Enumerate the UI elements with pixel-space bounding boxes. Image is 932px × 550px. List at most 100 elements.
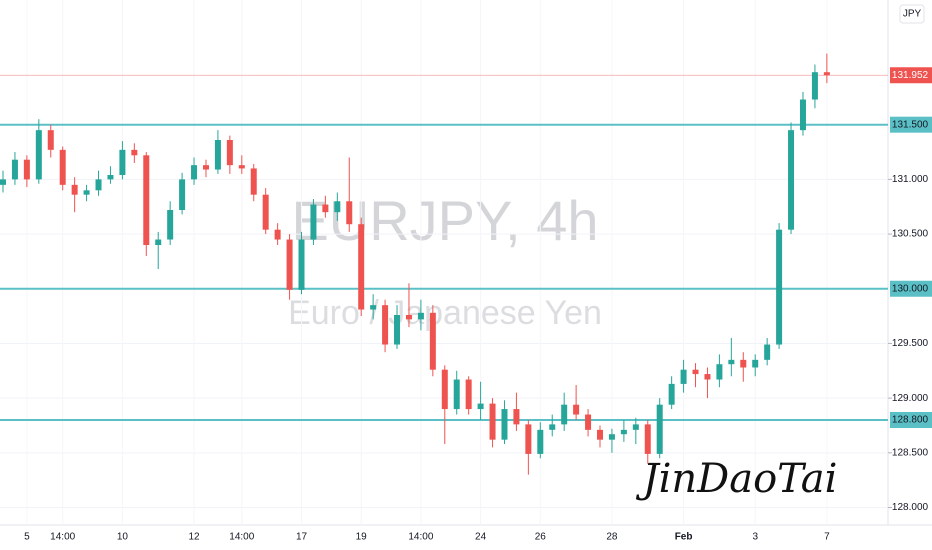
candle-body [286,239,293,290]
candle-body [549,424,556,430]
candle-body [573,404,580,415]
last-price-tag [890,67,932,84]
candle-body [597,429,603,440]
x-tick-label: 24 [475,532,487,543]
candle-body [799,99,806,131]
level-label: 130.000 [892,283,929,294]
candle-body [262,194,269,230]
candle-body [632,424,639,430]
level-tag [890,412,932,428]
candle-body [47,130,54,150]
x-tick-label: 28 [606,532,618,543]
x-tick-label: 26 [535,532,547,543]
candle-body [119,149,126,175]
x-tick-label: 17 [296,532,308,543]
y-tick-label: 129.000 [892,393,929,404]
candle-body [71,184,78,195]
candle-body [620,429,627,435]
candle-body [704,374,711,380]
level-label: 131.500 [892,119,929,130]
candle-body [417,312,424,320]
candle-body [226,140,233,166]
watermark-subtitle: Euro / Japanese Yen [288,294,602,332]
candle-body [477,403,484,410]
level-label: 128.800 [892,415,929,426]
candle-body [214,140,221,170]
candle-body [23,159,30,180]
candle-body [501,409,508,440]
candle-body [143,155,150,245]
candle-body [334,201,341,213]
candle-body [608,434,615,440]
candle-body [35,130,42,180]
candle-body [692,369,699,375]
candle-body [680,369,687,384]
x-tick-label: 14:00 [229,532,254,543]
x-tick-label: 7 [824,532,830,543]
candle-body [167,210,174,240]
candle-body [823,72,830,76]
candle-body [525,424,532,454]
signature: JinDaoTai [636,456,838,502]
x-tick-label: Feb [675,532,693,543]
last-price-label: 131.952 [892,70,929,81]
candle-body [453,379,460,410]
y-tick-label: 131.000 [892,174,929,185]
candle-body [83,190,90,195]
candle-body [382,305,389,345]
x-tick-label: 14:00 [50,532,75,543]
candle-body [322,204,329,213]
candle-body [513,409,520,425]
candle-body [179,179,186,210]
candle-body [394,315,401,345]
candle-body [202,165,209,170]
candle-body [668,383,675,405]
y-tick-label: 128.000 [892,502,929,513]
candle-body [776,229,783,345]
candle-body [585,414,592,430]
watermark-title: EURJPY, 4h [291,189,598,252]
candle-body [238,165,245,169]
candle-body [107,175,114,180]
level-tag [890,280,932,297]
candle-body [131,149,138,156]
candle-body [191,165,198,180]
level-tag [890,116,932,133]
candle-body [11,159,18,180]
x-tick-label: 19 [356,532,368,543]
candle-body [358,224,365,310]
candle-body [728,359,735,365]
candle-body [644,424,651,454]
candle-body [274,229,281,240]
currency-box [899,4,925,24]
candle-body [489,403,496,440]
candle-body [716,364,723,380]
candle-body [95,179,102,191]
x-tick-label: 12 [188,532,200,543]
candle-body [740,359,747,368]
candle-body [656,404,663,454]
candle-body [788,130,795,230]
candle-body [346,201,353,225]
x-tick-label: 14:00 [408,532,433,543]
x-tick-label: 10 [117,532,129,543]
candle-body [537,429,544,454]
candle-body [811,72,818,100]
x-tick-label: 5 [24,532,30,543]
candle-body [155,239,162,245]
candle-body [465,379,472,410]
candle-body [59,149,66,185]
y-tick-label: 129.500 [892,338,929,349]
candle-body [561,404,568,425]
currency-label: JPY [903,9,922,20]
candle-body [310,204,317,240]
candle-body [429,312,436,370]
candle-body [250,168,257,195]
candle-body [441,369,448,410]
candle-body [752,359,759,368]
candle-body [370,305,377,310]
candle-body [405,315,412,320]
candle-body [298,239,305,290]
candle-body [764,344,771,360]
